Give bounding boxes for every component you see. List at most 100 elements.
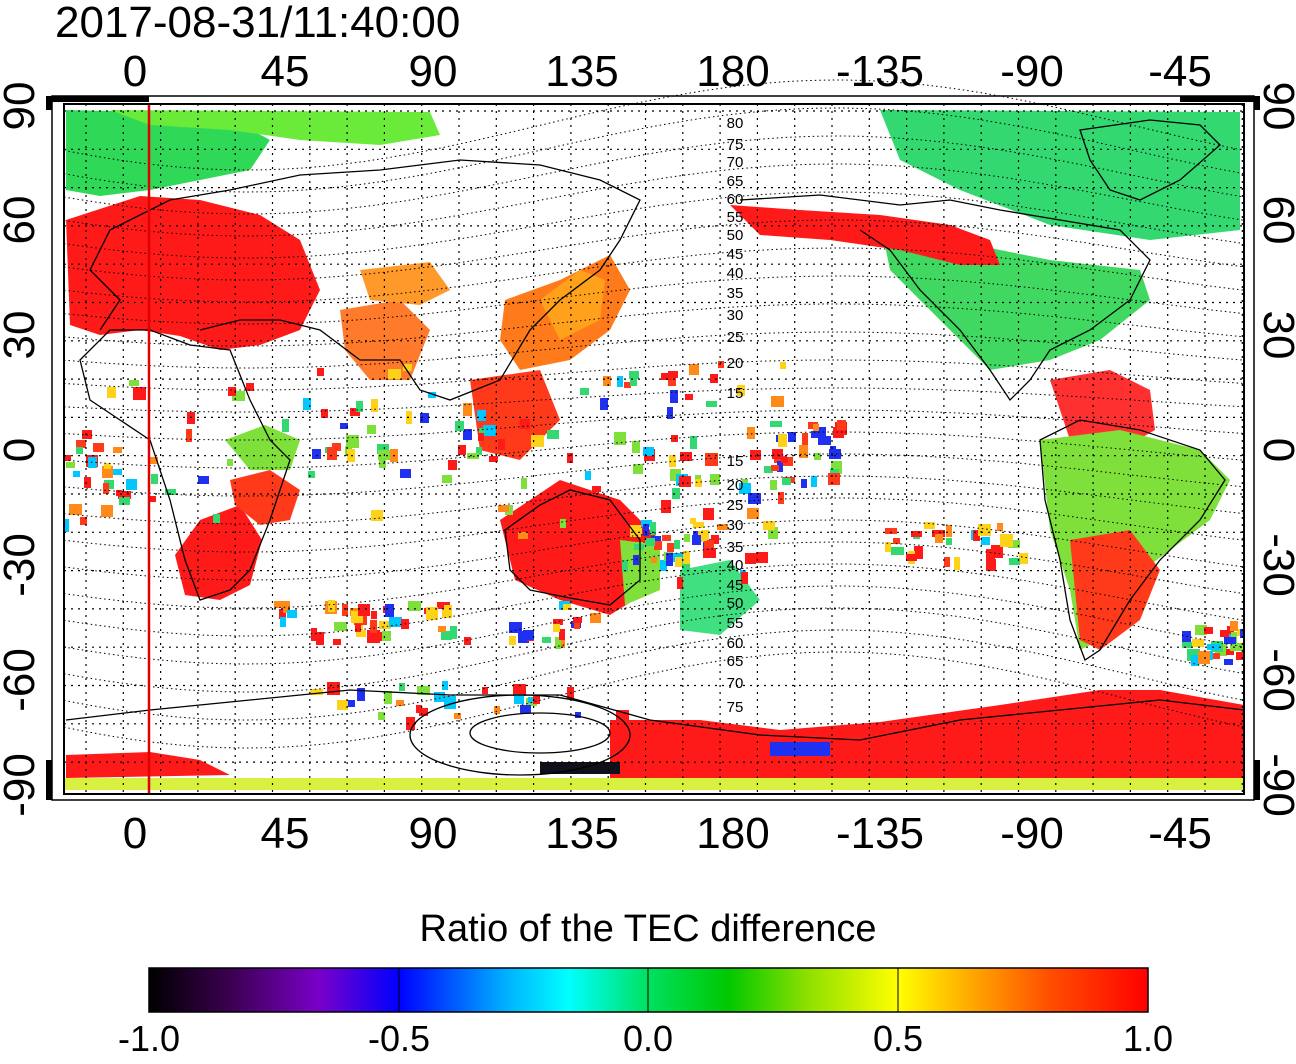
contour-line [63,409,1245,441]
tec-patch [559,629,565,640]
tec-patch [476,447,482,455]
contour-label: 75 [727,136,744,153]
timestamp-title: 2017-08-31/11:40:00 [55,0,461,47]
contour-line [63,651,1245,749]
tec-patch [280,617,286,627]
tec-patch [384,691,392,704]
contour-label: 65 [727,653,744,670]
tec-patch [563,604,571,610]
tec-patch [1192,639,1204,647]
tec-patch [772,449,783,459]
tec-patch [334,622,347,631]
tec-patch [186,429,192,442]
tec-patch [690,518,696,524]
tec-patch [674,540,680,549]
tec-patch [682,561,690,572]
tec-patch [555,637,561,649]
tec-patch [906,554,917,561]
tec-patch [680,452,692,461]
tec-patch [780,362,786,369]
tec-patch [66,462,75,468]
tec-patch [399,683,405,691]
contour-label: 20 [727,355,744,372]
tec-patch [741,572,748,584]
tec-patch [378,712,385,720]
tec-patch [771,465,779,471]
tec-patch [1204,627,1213,634]
tec-patch [935,534,943,543]
tec-patch [575,712,581,718]
map-right-band-bottom [1254,760,1260,800]
tec-patch [520,705,531,713]
tec-patch [617,376,623,387]
tec-patch [389,617,402,627]
tec-patch [42,472,52,479]
tec-region-new-zealand [680,560,760,635]
tec-patch [477,410,486,421]
contour-line [63,563,1245,637]
tec-patch [151,474,158,484]
tec-patch [327,682,340,695]
coastline-africa [79,329,291,601]
south-magnetic-pole-contour [469,712,611,754]
tec-patch [954,557,960,570]
tec-patch [518,532,528,539]
contour-label: 35 [727,539,744,556]
tec-patch [885,542,891,552]
tec-patch [1224,659,1233,665]
contour-line [63,79,1245,171]
tec-patch [321,409,328,418]
contour-line [63,275,1245,325]
tec-patch [1195,625,1207,635]
tec-patch [542,637,551,643]
tec-patch [685,394,693,400]
contour-label: 60 [727,635,744,652]
contour-label: 30 [727,517,744,534]
tec-patch [213,514,220,523]
tec-patch [454,713,461,719]
tec-patch [327,447,337,460]
south-magnetic-pole-contour-outer [409,694,631,776]
lon-tick-top: 45 [261,47,310,96]
tec-patch [482,687,488,694]
tec-region-antarctic [610,690,1244,780]
colorbar [148,967,1149,1013]
tec-patch [52,500,59,507]
tec-patch [703,548,716,558]
tec-patch [651,536,661,544]
contour-line [63,303,1245,347]
coastline-antarctica [65,689,1245,741]
contour-line [63,191,1245,259]
tec-region-canada-north [880,110,1240,240]
lon-tick-top: -90 [1000,47,1064,96]
tec-patch [274,601,287,608]
map-left-band-top [46,96,52,110]
tec-patch [704,540,714,552]
tec-patch [1226,649,1234,655]
contour-label: 65 [727,173,744,190]
lon-ticks-bottom: 0 45 90 135 180 -135 -90 -45 [123,809,1212,858]
contour-line [63,359,1245,391]
tec-patch [893,538,900,544]
tec-patch [328,600,335,612]
tec-patch [668,371,678,378]
tec-patch [737,385,745,396]
tec-patch [64,519,69,532]
tec-patch [689,364,699,375]
contour-label: 70 [727,154,744,171]
tec-patch [811,431,824,438]
tec-patch [997,523,1003,531]
tec-patch [1000,534,1013,547]
tec-patch [669,455,676,467]
lat-tick-right: -90 [1254,753,1296,817]
tec-patch [509,636,516,645]
tec-patch [547,430,559,439]
tec-patch [643,447,654,456]
contour-label: 70 [727,675,744,692]
tec-patch [388,369,401,379]
tec-patch [382,631,391,641]
lat-tick-left: 90 [0,82,44,131]
tec-patch [670,469,681,481]
tec-patch [377,444,389,454]
tec-patch [683,551,690,564]
